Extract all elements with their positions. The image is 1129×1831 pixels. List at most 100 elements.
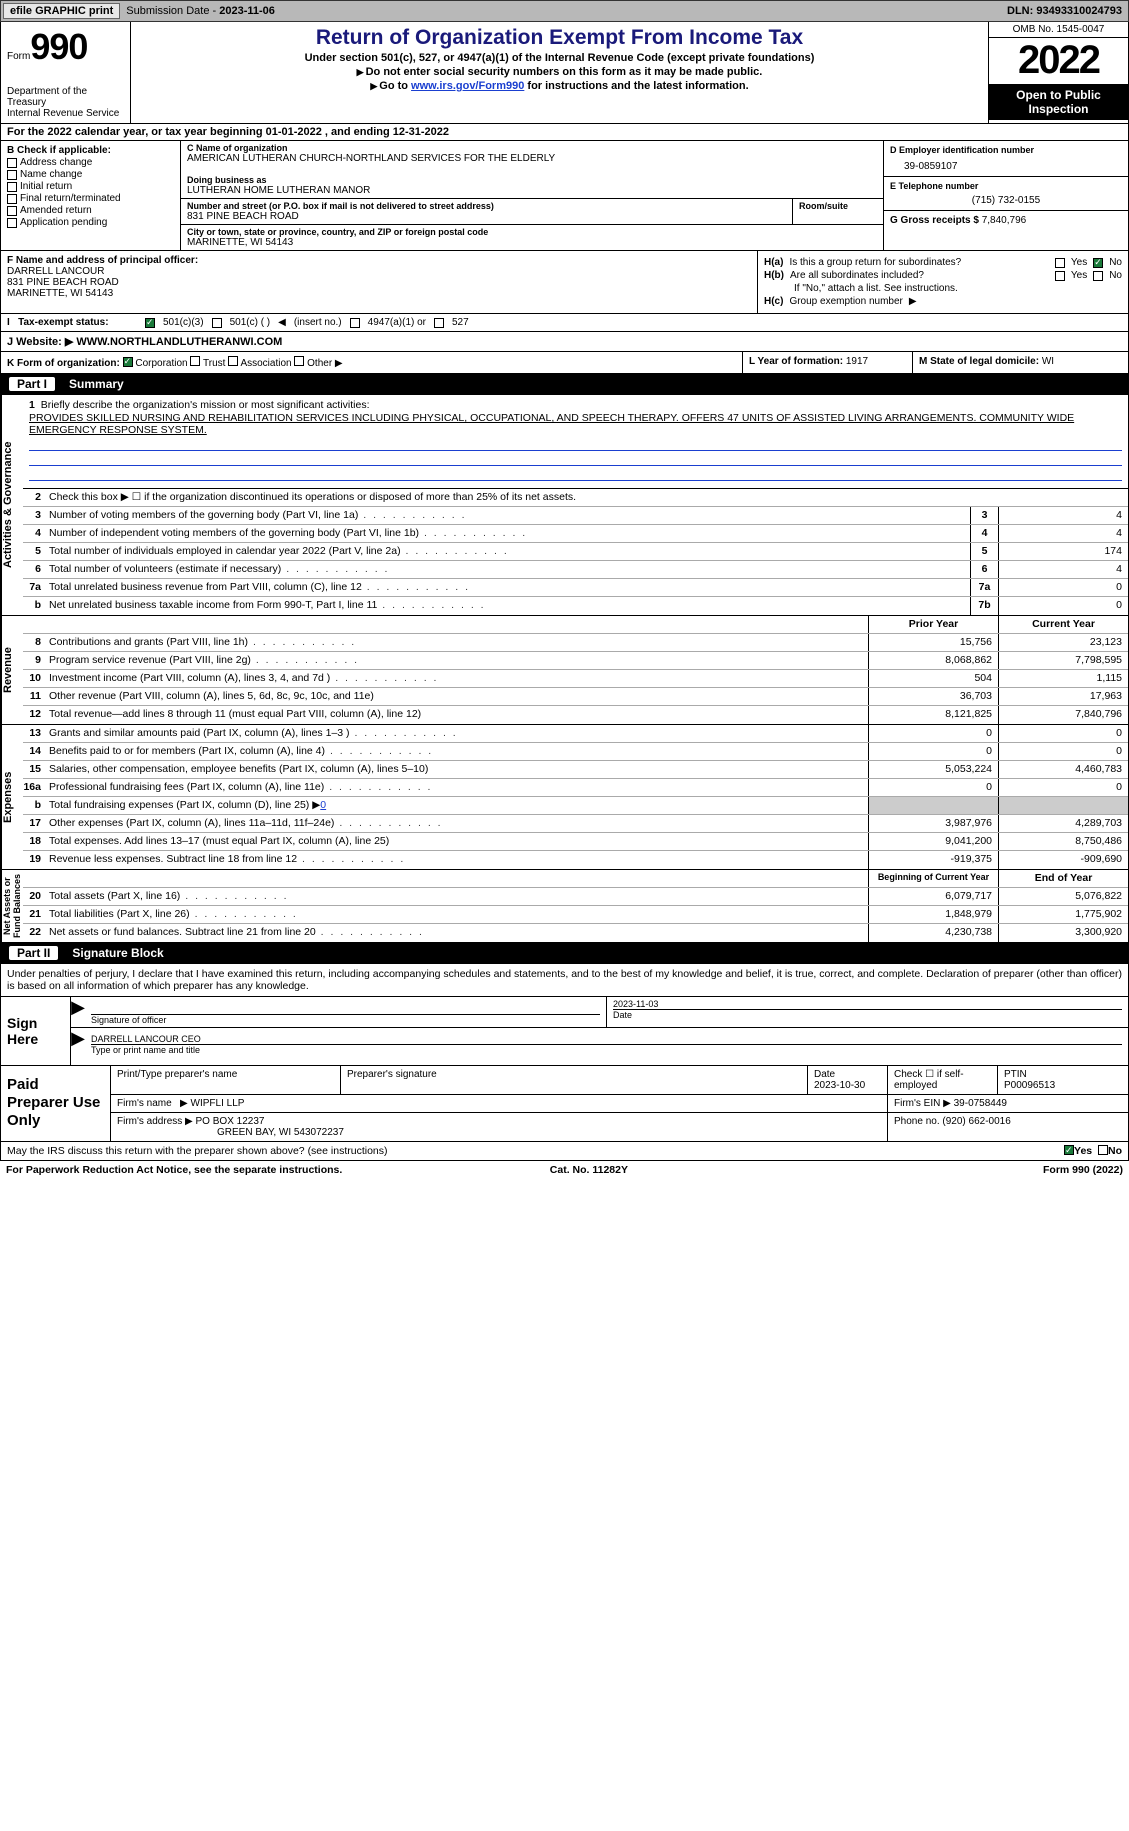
- v-6: 4: [998, 561, 1128, 578]
- calendar-year-row: For the 2022 calendar year, or tax year …: [0, 124, 1129, 141]
- sign-here-block: Sign Here ▶ Signature of officer 2023-11…: [0, 997, 1129, 1066]
- box-d-e-g: D Employer identification number39-08591…: [883, 141, 1128, 250]
- discuss-row: May the IRS discuss this return with the…: [0, 1142, 1129, 1161]
- p19: -919,375: [868, 851, 998, 869]
- form-title: Return of Organization Exempt From Incom…: [137, 26, 982, 50]
- form-number: 990: [30, 26, 87, 67]
- vtab-activities: Activities & Governance: [1, 395, 23, 615]
- officer-typed-name: DARRELL LANCOUR CEO: [91, 1030, 1122, 1044]
- state-domicile: WI: [1042, 356, 1054, 367]
- expenses-block: Expenses 13Grants and similar amounts pa…: [0, 725, 1129, 870]
- c15: 4,460,783: [998, 761, 1128, 778]
- sig-declaration: Under penalties of perjury, I declare th…: [0, 964, 1129, 997]
- vtab-revenue: Revenue: [1, 616, 23, 724]
- discuss-yes[interactable]: [1064, 1145, 1074, 1155]
- p21: 1,848,979: [868, 906, 998, 923]
- form-subtitle: Under section 501(c), 527, or 4947(a)(1)…: [137, 52, 982, 64]
- check-527[interactable]: [434, 318, 444, 328]
- check-address-change[interactable]: [7, 158, 17, 168]
- cat-no: Cat. No. 11282Y: [550, 1164, 628, 1176]
- ha-yes[interactable]: [1055, 258, 1065, 268]
- sig-date: 2023-11-03: [613, 999, 658, 1009]
- c12: 7,840,796: [998, 706, 1128, 724]
- entity-block: B Check if applicable: Address change Na…: [0, 141, 1129, 251]
- check-4947[interactable]: [350, 318, 360, 328]
- firm-name: WIPFLI LLP: [191, 1098, 245, 1109]
- v-3: 4: [998, 507, 1128, 524]
- v-7a: 0: [998, 579, 1128, 596]
- net-assets-block: Net Assets or Fund Balances Beginning of…: [0, 870, 1129, 943]
- activities-governance-block: Activities & Governance 1 Briefly descri…: [0, 395, 1129, 616]
- form-word: Form: [7, 51, 30, 62]
- firm-phone: (920) 662-0016: [942, 1116, 1010, 1127]
- p20: 6,079,717: [868, 888, 998, 905]
- p18: 9,041,200: [868, 833, 998, 850]
- check-other[interactable]: [294, 356, 304, 366]
- hb-yes[interactable]: [1055, 271, 1065, 281]
- check-assoc[interactable]: [228, 356, 238, 366]
- dept-label: Department of the Treasury Internal Reve…: [7, 86, 124, 119]
- form-note-2: Go to www.irs.gov/Form990 for instructio…: [137, 80, 982, 92]
- prep-date: 2023-10-30: [814, 1080, 865, 1091]
- form-org-row: K Form of organization: Corporation Trus…: [0, 352, 1129, 374]
- c14: 0: [998, 743, 1128, 760]
- p12: 8,121,825: [868, 706, 998, 724]
- c18: 8,750,486: [998, 833, 1128, 850]
- hb-no[interactable]: [1093, 271, 1103, 281]
- c17: 4,289,703: [998, 815, 1128, 832]
- check-501c3[interactable]: [145, 318, 155, 328]
- ha-no[interactable]: [1093, 258, 1103, 268]
- fundraising-link[interactable]: 0: [320, 799, 326, 811]
- v-4: 4: [998, 525, 1128, 542]
- irs-link[interactable]: www.irs.gov/Form990: [411, 80, 524, 92]
- c11: 17,963: [998, 688, 1128, 705]
- revenue-block: Revenue Prior YearCurrent Year 8Contribu…: [0, 616, 1129, 725]
- c20: 5,076,822: [998, 888, 1128, 905]
- c9: 7,798,595: [998, 652, 1128, 669]
- c22: 3,300,920: [998, 924, 1128, 942]
- p9: 8,068,862: [868, 652, 998, 669]
- p22: 4,230,738: [868, 924, 998, 942]
- check-amended[interactable]: [7, 206, 17, 216]
- paid-preparer-block: Paid Preparer Use Only Print/Type prepar…: [0, 1066, 1129, 1142]
- c8: 23,123: [998, 634, 1128, 651]
- check-501c[interactable]: [212, 318, 222, 328]
- tax-exempt-row: I Tax-exempt status: 501(c)(3) 501(c) ( …: [0, 314, 1129, 332]
- open-to-public: Open to Public Inspection: [989, 84, 1128, 120]
- firm-addr: PO BOX 12237: [196, 1116, 265, 1127]
- street-address: 831 PINE BEACH ROAD: [187, 211, 786, 222]
- efile-print-button[interactable]: efile GRAPHIC print: [3, 3, 120, 19]
- part-2-header: Part IISignature Block: [0, 943, 1129, 964]
- website-value: WWW.NORTHLANDLUTHERANWI.COM: [76, 336, 282, 348]
- form-header: Form990 Department of the Treasury Inter…: [0, 22, 1129, 124]
- p15: 5,053,224: [868, 761, 998, 778]
- mission-text: PROVIDES SKILLED NURSING AND REHABILITAT…: [29, 412, 1122, 436]
- c21: 1,775,902: [998, 906, 1128, 923]
- check-app-pending[interactable]: [7, 218, 17, 228]
- box-c: C Name of organizationAMERICAN LUTHERAN …: [181, 141, 883, 250]
- box-b: B Check if applicable: Address change Na…: [1, 141, 181, 250]
- vtab-netassets: Net Assets or Fund Balances: [1, 870, 23, 942]
- tax-year: 2022: [989, 38, 1128, 84]
- part-1-header: Part ISummary: [0, 374, 1129, 395]
- ptin: P00096513: [1004, 1080, 1055, 1091]
- officer-block: F Name and address of principal officer:…: [0, 251, 1129, 314]
- discuss-no[interactable]: [1098, 1145, 1108, 1155]
- gross-receipts: 7,840,796: [982, 215, 1027, 226]
- check-final-return[interactable]: [7, 194, 17, 204]
- check-corp[interactable]: [123, 357, 133, 367]
- p13: 0: [868, 725, 998, 742]
- check-name-change[interactable]: [7, 170, 17, 180]
- c16a: 0: [998, 779, 1128, 796]
- c10: 1,115: [998, 670, 1128, 687]
- check-trust[interactable]: [190, 356, 200, 366]
- city-state-zip: MARINETTE, WI 54143: [187, 237, 877, 248]
- check-initial-return[interactable]: [7, 182, 17, 192]
- footer-row: For Paperwork Reduction Act Notice, see …: [0, 1161, 1129, 1179]
- c13: 0: [998, 725, 1128, 742]
- phone-value: (715) 732-0155: [890, 191, 1122, 206]
- top-toolbar: efile GRAPHIC print Submission Date - 20…: [0, 0, 1129, 22]
- submission-date-label: Submission Date - 2023-11-06: [122, 5, 279, 17]
- p8: 15,756: [868, 634, 998, 651]
- omb-number: OMB No. 1545-0047: [989, 22, 1128, 38]
